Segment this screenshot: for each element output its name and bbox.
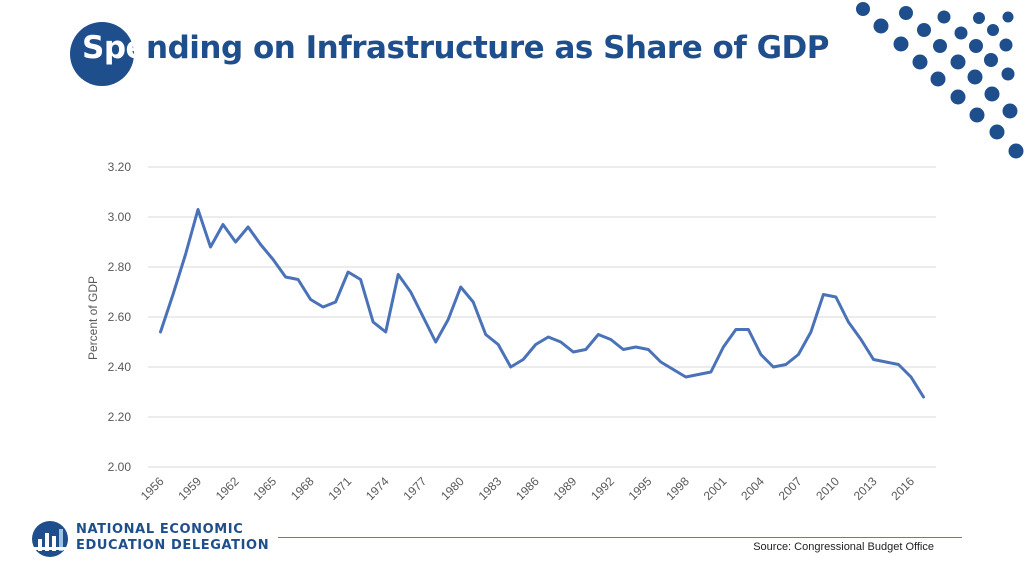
y-tick-label: 2.20 [108, 410, 132, 424]
x-axis-ticks: 1956 1959 1962 1965 1968 1971 1974 1977 1980 1983… [138, 474, 917, 503]
series-line [159, 208, 925, 399]
y-tick-label: 2.60 [108, 310, 132, 324]
x-tick-label: 1962 [213, 474, 242, 503]
x-tick-label: 1965 [250, 474, 279, 503]
nfed-logo: NATIONAL ECONOMIC EDUCATION DELEGATION [30, 518, 280, 562]
x-tick-label: 1989 [551, 474, 580, 503]
x-tick-label: 1968 [288, 474, 317, 503]
x-tick-label: 1998 [663, 474, 692, 503]
x-tick-label: 1983 [476, 474, 505, 503]
footer-divider [278, 537, 962, 538]
x-tick-label: 2007 [776, 474, 805, 503]
chart-series [159, 208, 925, 399]
x-tick-label: 1959 [175, 474, 204, 503]
x-tick-label: 2016 [888, 474, 917, 503]
y-tick-label: 2.40 [108, 360, 132, 374]
x-tick-label: 1995 [626, 474, 655, 503]
x-tick-label: 1956 [138, 474, 167, 503]
source-note: Source: Congressional Budget Office [753, 541, 934, 553]
y-tick-label: 3.20 [108, 160, 132, 174]
x-tick-label: 1986 [513, 474, 542, 503]
logo-icon [32, 521, 68, 557]
x-tick-label: 1992 [588, 474, 617, 503]
x-tick-label: 1971 [325, 474, 354, 503]
x-tick-label: 2004 [738, 474, 767, 503]
decorative-dot-pattern [856, 2, 1024, 159]
x-tick-label: 1977 [401, 474, 430, 503]
logo-line-1: NATIONAL ECONOMIC [76, 522, 244, 537]
title-accent-circle [70, 22, 134, 86]
chart-gridlines [148, 166, 936, 468]
logo-line-2: EDUCATION DELEGATION [76, 538, 270, 553]
y-tick-label: 3.00 [108, 210, 132, 224]
x-tick-label: 1980 [438, 474, 467, 503]
y-axis-ticks: 2.00 2.20 2.40 2.60 2.80 3.00 3.20 [108, 160, 132, 474]
y-axis-label: Percent of GDP [86, 276, 100, 360]
title-highlight: Spe [82, 30, 147, 66]
x-tick-label: 2013 [851, 474, 880, 503]
y-tick-label: 2.80 [108, 260, 132, 274]
x-tick-label: 2010 [813, 474, 842, 503]
title-rest: nding on Infrastructure as Share of GDP [146, 30, 829, 66]
x-tick-label: 2001 [701, 474, 730, 503]
y-tick-label: 2.00 [108, 460, 132, 474]
x-tick-label: 1974 [363, 474, 392, 503]
page-title: Spending on Infrastructure as Share of G… [82, 30, 829, 66]
